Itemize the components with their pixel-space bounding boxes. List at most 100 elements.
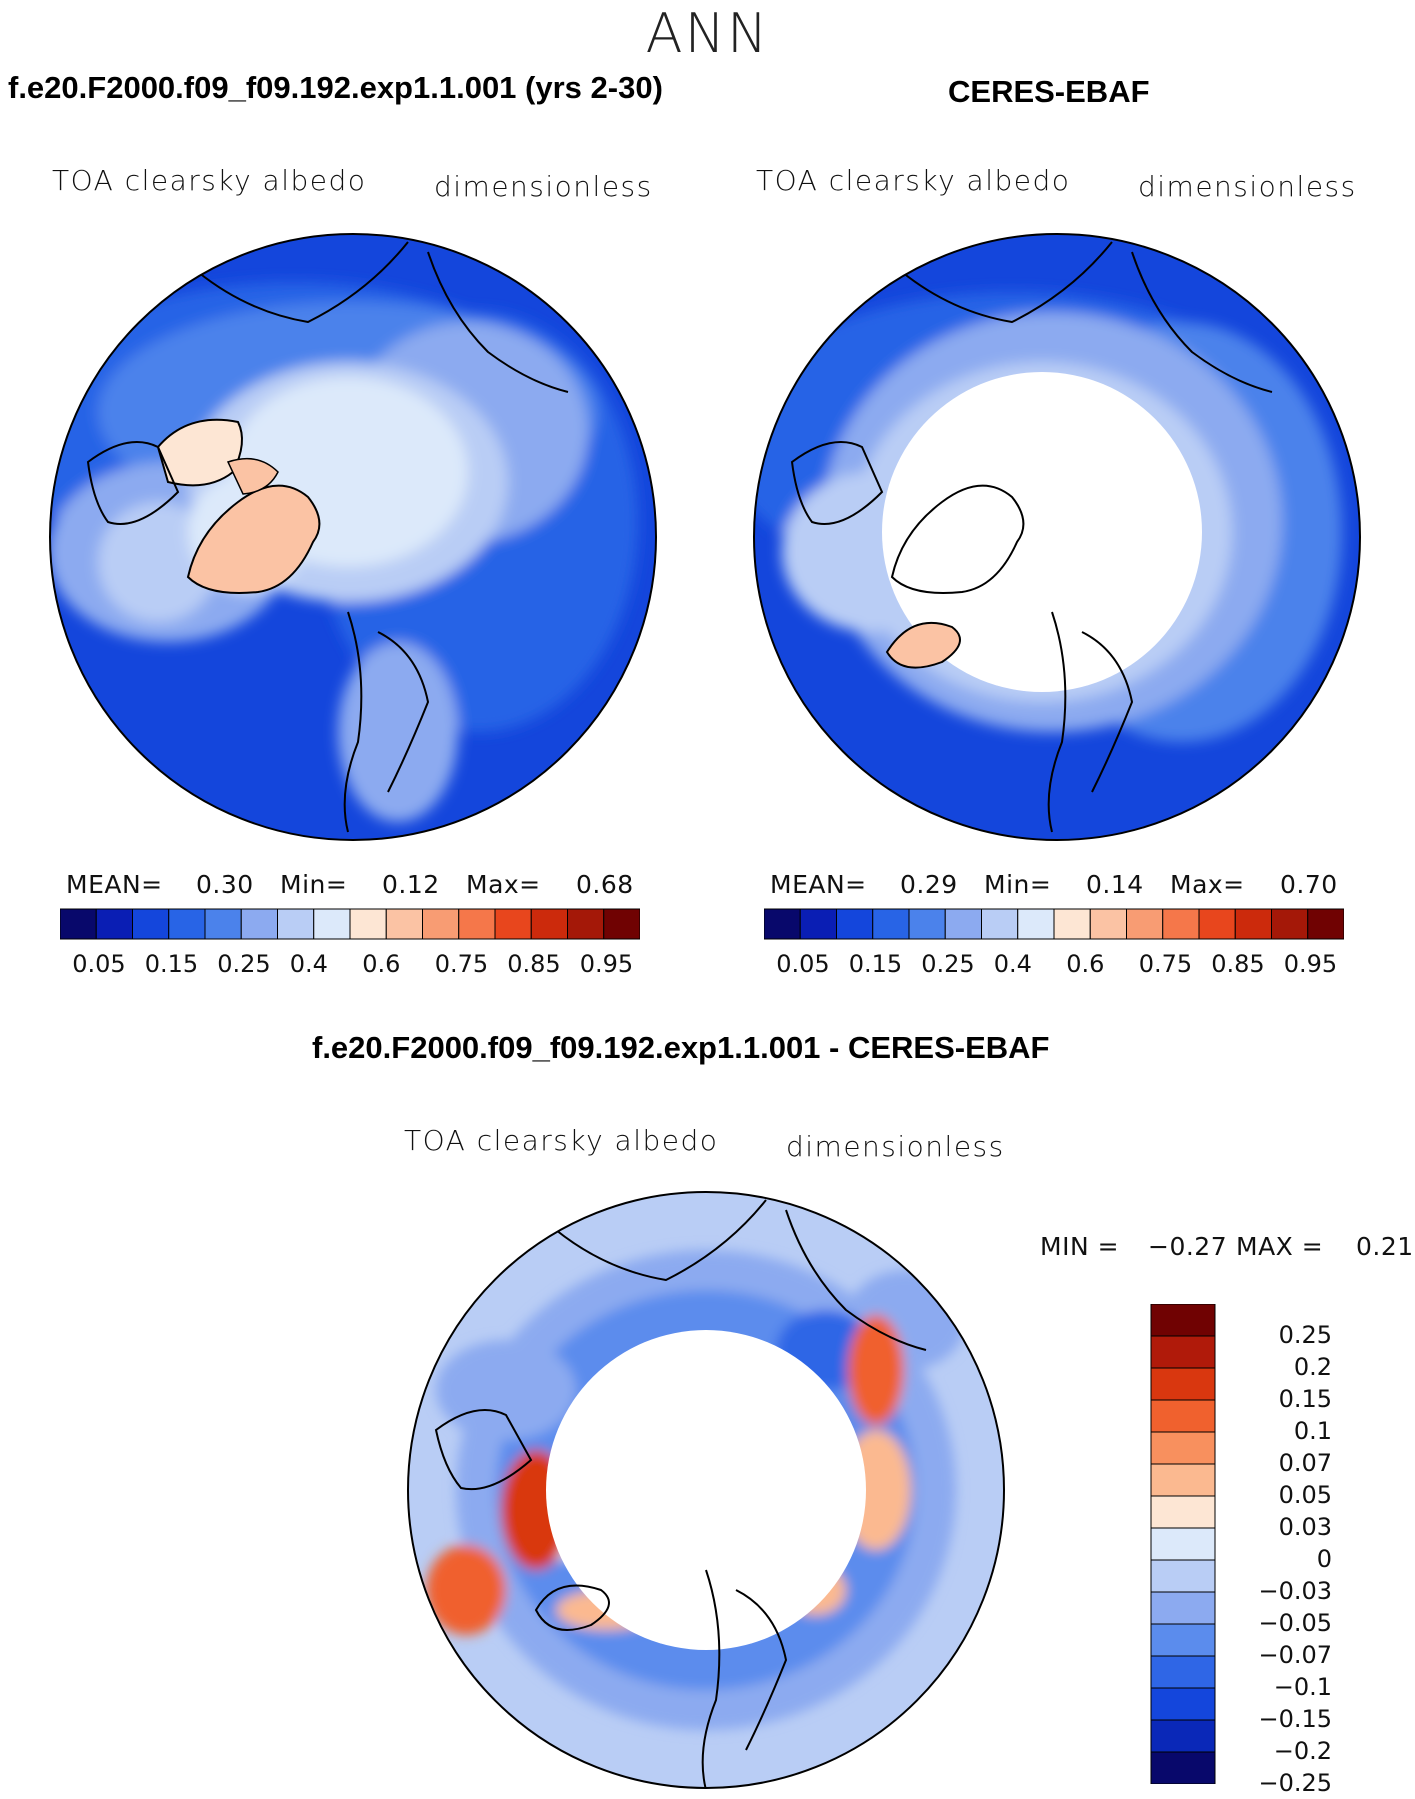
panel1-map-border (49, 233, 657, 841)
colorbar-label: 0.15 (1278, 1385, 1332, 1413)
colorbar-swatch (1234, 908, 1272, 940)
colorbar-swatch (132, 908, 170, 940)
panel3-units-label: dimensionless (786, 1130, 1005, 1163)
panel1-mean-label: MEAN= (66, 870, 163, 899)
panel3-polar-map (407, 1191, 1005, 1789)
panel2-max-label: Max= (1170, 870, 1245, 899)
colorbar-label: 0.4 (289, 950, 328, 978)
colorbar-label: 0.2 (1293, 1353, 1332, 1381)
colorbar-label: 0.75 (1138, 950, 1193, 978)
colorbar-swatch (908, 908, 946, 940)
colorbar-label: 0 (1316, 1545, 1332, 1573)
colorbar-label: 0.15 (848, 950, 903, 978)
colorbar-label: 0.6 (1066, 950, 1105, 978)
season-title: ANN (645, 2, 770, 65)
panel1-min-value: 0.12 (382, 870, 440, 899)
panel2-mean-value: 0.29 (900, 870, 958, 899)
colorbar-swatch (1198, 908, 1236, 940)
colorbar-swatch (240, 908, 278, 940)
panel1-colorbar (60, 908, 640, 940)
colorbar-label: 0.25 (921, 950, 975, 978)
colorbar-swatch (1150, 1304, 1216, 1337)
colorbar-label: −0.07 (1258, 1641, 1332, 1669)
colorbar-swatch (168, 908, 206, 940)
panel2-min-value: 0.14 (1086, 870, 1144, 899)
panel2-title: CERES-EBAF (948, 74, 1150, 109)
colorbar-label: 0.85 (507, 950, 561, 978)
panel2-map-border (753, 233, 1361, 841)
colorbar-swatch (95, 908, 133, 940)
colorbar-label: 0.05 (776, 950, 830, 978)
colorbar-swatch (1150, 1559, 1216, 1593)
panel2-polar-map (753, 233, 1361, 841)
colorbar-swatch (494, 908, 532, 940)
colorbar-swatch (1150, 1687, 1216, 1721)
colorbar-label: 0.75 (434, 950, 489, 978)
colorbar-label: −0.2 (1273, 1737, 1332, 1765)
colorbar-label: 0.4 (993, 950, 1032, 978)
colorbar-swatch (1150, 1623, 1216, 1657)
panel3-difference-field (408, 1192, 1004, 1788)
panel3-polar-gap (546, 1330, 866, 1650)
panel2-mean-label: MEAN= (770, 870, 867, 899)
panel3-max-value: 0.21 (1356, 1232, 1414, 1261)
colorbar-swatch (764, 908, 801, 940)
colorbar-label: 0.05 (72, 950, 126, 978)
colorbar-swatch (1150, 1527, 1216, 1561)
colorbar-label: −0.15 (1258, 1705, 1332, 1733)
colorbar-swatch (981, 908, 1019, 940)
panel3-colorbar (1150, 1304, 1216, 1784)
colorbar-swatch (1089, 908, 1127, 940)
colorbar-swatch (1162, 908, 1200, 940)
panel1-units-label: dimensionless (434, 170, 653, 203)
colorbar-label: −0.25 (1258, 1769, 1332, 1797)
colorbar-swatch (799, 908, 837, 940)
colorbar-swatch (530, 908, 568, 940)
panel1-max-value: 0.68 (576, 870, 634, 899)
colorbar-label: 0.1 (1293, 1417, 1332, 1445)
colorbar-swatch (458, 908, 496, 940)
colorbar-swatch (1150, 1719, 1216, 1753)
panel3-title: f.e20.F2000.f09_f09.192.exp1.1.001 - CER… (312, 1030, 1050, 1065)
colorbar-label: 0.95 (579, 950, 634, 978)
colorbar-swatch (422, 908, 460, 940)
panel1-polar-map (49, 233, 657, 841)
colorbar-label: 0.25 (217, 950, 271, 978)
panel1-title: f.e20.F2000.f09_f09.192.exp1.1.001 (yrs … (8, 70, 663, 105)
panel2-albedo-field (754, 234, 1360, 840)
colorbar-swatch (1126, 908, 1164, 940)
panel2-colorbar (764, 908, 1344, 940)
panel2-colorbar-labels: 0.05 0.15 0.25 0.4 0.6 0.75 0.85 0.95 (774, 950, 1344, 980)
colorbar-label: 0.85 (1211, 950, 1265, 978)
colorbar-label: 0.95 (1283, 950, 1338, 978)
panel3-min-label: MIN = (1040, 1232, 1120, 1261)
colorbar-label: 0.03 (1278, 1513, 1332, 1541)
colorbar-swatch (60, 908, 97, 940)
colorbar-swatch (277, 908, 315, 940)
panel2-polar-gap (882, 372, 1202, 692)
colorbar-swatch (1150, 1399, 1216, 1433)
panel3-min-value: −0.27 (1148, 1232, 1228, 1261)
panel3-colorbar-labels: 0.25 0.2 0.15 0.1 0.07 0.05 0.03 0 −0.03 −0.05 −0.… (1222, 1304, 1342, 1797)
colorbar-label: 0.25 (1278, 1321, 1332, 1349)
colorbar-swatch (1053, 908, 1091, 940)
panel1-min-label: Min= (280, 870, 348, 899)
colorbar-label: 0.07 (1278, 1449, 1332, 1477)
panel2-units-label: dimensionless (1138, 170, 1357, 203)
colorbar-swatch (1150, 1751, 1216, 1784)
colorbar-swatch (313, 908, 351, 940)
panel1-albedo-field (50, 234, 656, 840)
panel3-variable-label: TOA clearsky albedo (404, 1124, 719, 1157)
panel1-max-label: Max= (466, 870, 541, 899)
panel3-max-label: MAX = (1236, 1232, 1324, 1261)
panel2-min-label: Min= (984, 870, 1052, 899)
colorbar-swatch (1307, 908, 1344, 940)
colorbar-label: −0.03 (1258, 1577, 1332, 1605)
panel1-mean-value: 0.30 (196, 870, 254, 899)
colorbar-swatch (1150, 1495, 1216, 1529)
panel2-variable-label: TOA clearsky albedo (756, 164, 1071, 197)
colorbar-swatch (836, 908, 874, 940)
colorbar-label: 0.6 (362, 950, 401, 978)
colorbar-swatch (1150, 1655, 1216, 1689)
colorbar-swatch (944, 908, 982, 940)
